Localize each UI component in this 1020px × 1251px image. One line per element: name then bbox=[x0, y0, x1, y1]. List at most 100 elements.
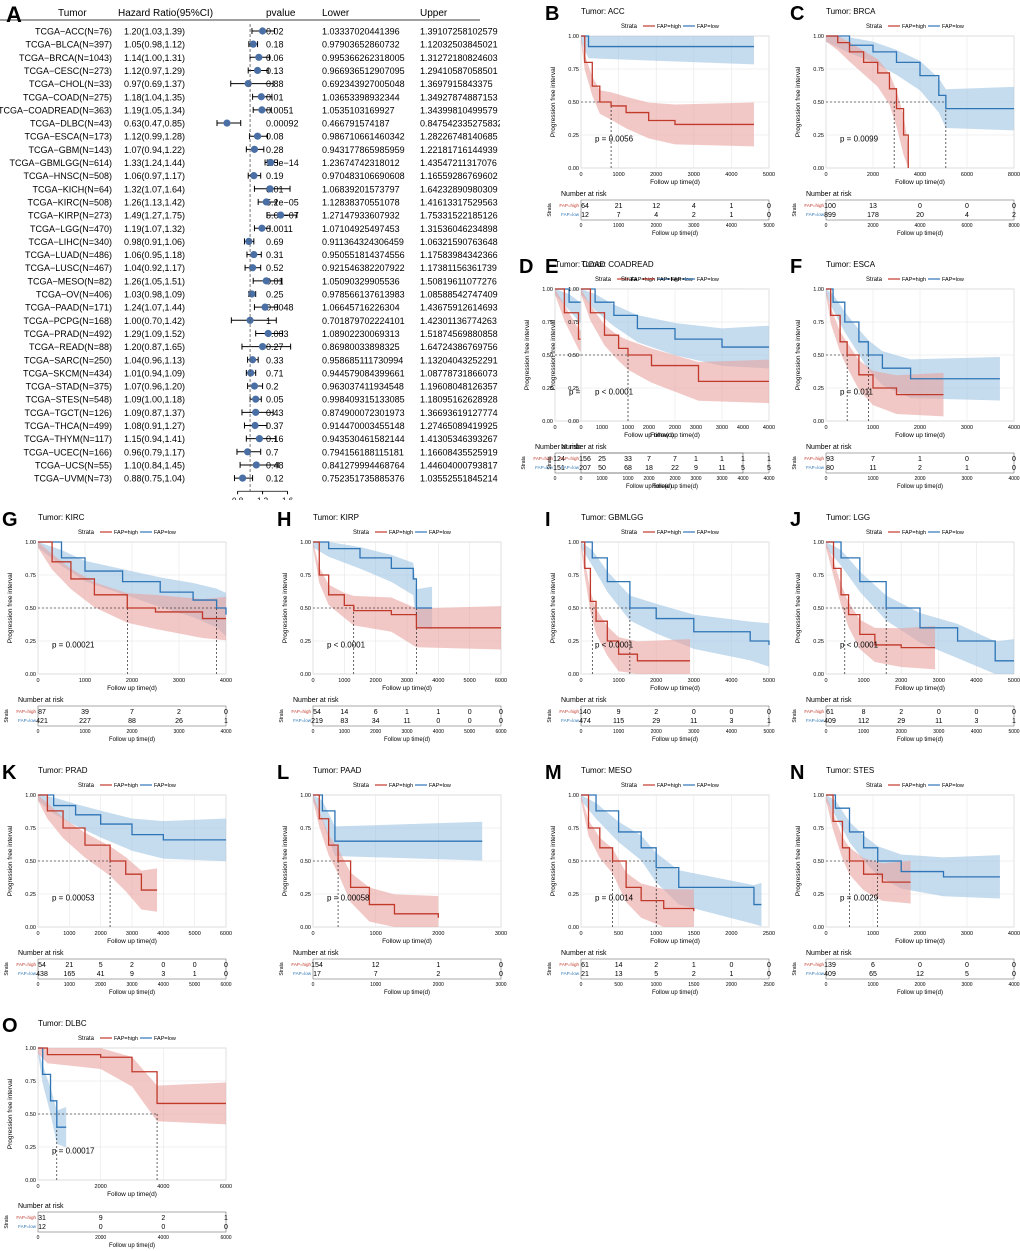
panel-label: H bbox=[277, 509, 291, 531]
risk-count-high: 0 bbox=[965, 456, 969, 463]
legend-high: FAP=high bbox=[631, 277, 655, 283]
risk-x-tick: 8000 bbox=[1008, 223, 1019, 229]
risk-x-tick: 6000 bbox=[495, 729, 506, 735]
hr-point bbox=[262, 198, 270, 206]
risk-row-high-label: FAP=high bbox=[804, 962, 824, 967]
risk-count-low: 26 bbox=[175, 718, 183, 725]
hr-point bbox=[223, 119, 231, 127]
risk-count-low: 3 bbox=[974, 718, 978, 725]
risk-x-tick: 2000 bbox=[867, 223, 878, 229]
risk-x-tick: 4000 bbox=[726, 223, 737, 229]
x-tick-label: 0 bbox=[36, 678, 39, 684]
y-tick-label: 1.00 bbox=[568, 34, 579, 40]
high-confidence-band bbox=[38, 1048, 226, 1125]
row-tumor: TCGA−BRCA(N=1043) bbox=[19, 53, 112, 63]
x-tick-label: 3000 bbox=[173, 678, 185, 684]
risk-x-tick: 3000 bbox=[961, 982, 972, 988]
panel-label: I bbox=[545, 509, 551, 531]
row-hrci: 1.20(0.87,1.65) bbox=[124, 342, 185, 352]
hr-point bbox=[252, 408, 260, 416]
risk-count-high: 54 bbox=[313, 709, 321, 716]
row-tumor: TCGA−PRAD(N=492) bbox=[24, 329, 112, 339]
risk-row-low-label: FAP=low bbox=[18, 718, 37, 723]
hr-point bbox=[238, 474, 247, 482]
p-value: p = 0.00021 bbox=[52, 641, 95, 650]
header-tumor: Tumor bbox=[58, 8, 87, 19]
y-tick-label: 0.75 bbox=[300, 826, 311, 832]
x-tick-label: 6000 bbox=[961, 172, 973, 178]
high-confidence-band bbox=[38, 795, 158, 912]
risk-table bbox=[580, 199, 770, 221]
row-pvalue: 0.0011 bbox=[266, 224, 293, 234]
risk-count-low: 1 bbox=[224, 718, 228, 725]
y-tick-label: 0.00 bbox=[25, 672, 36, 678]
row-hrci: 1.18(1.04,1.35) bbox=[124, 92, 185, 102]
risk-count-low: 29 bbox=[652, 718, 660, 725]
row-hrci: 1.06(0.95,1.18) bbox=[124, 250, 185, 260]
x-tick-label: 0 bbox=[553, 425, 556, 431]
y-tick-label: 0.75 bbox=[25, 1079, 36, 1085]
risk-row-low-label: FAP=low bbox=[806, 718, 825, 723]
row-tumor: TCGA−BLCA(N=397) bbox=[25, 40, 112, 50]
km-curve-high bbox=[581, 541, 691, 662]
risk-count-high: 14 bbox=[615, 962, 623, 969]
risk-row-low-label: FAP=low bbox=[561, 465, 580, 470]
risk-count-low: 41 bbox=[97, 971, 105, 978]
risk-x-tick: 1000 bbox=[858, 729, 869, 735]
tumor-title: Tumor: STES bbox=[826, 766, 874, 775]
x-tick-label: 4000 bbox=[970, 678, 982, 684]
legend-high: FAP=high bbox=[114, 1036, 138, 1042]
x-tick-label: 0 bbox=[579, 931, 582, 937]
y-tick-label: 0.25 bbox=[813, 386, 824, 392]
risk-strata-label: Strata bbox=[547, 456, 553, 470]
y-tick-label: 0.25 bbox=[300, 892, 311, 898]
risk-x-tick: 3000 bbox=[688, 223, 699, 229]
risk-count-high: 7 bbox=[673, 456, 677, 463]
row-hrci: 1.04(0.96,1.13) bbox=[124, 355, 185, 365]
x-tick-label: 1000 bbox=[79, 678, 91, 684]
panel-label: B bbox=[545, 3, 559, 25]
risk-x-tick: 3000 bbox=[690, 476, 701, 482]
row-lower: 0.794156188115181 bbox=[322, 447, 404, 457]
risk-count-high: 0 bbox=[918, 203, 922, 210]
hr-point bbox=[245, 237, 253, 245]
y-axis-label: Progression free interval bbox=[524, 319, 531, 390]
risk-strata-label: Strata bbox=[279, 709, 285, 723]
row-pvalue: 0.01 bbox=[266, 92, 284, 102]
row-lower: 0.986710661460342 bbox=[322, 132, 405, 142]
km-curve-low bbox=[581, 541, 770, 645]
risk-count-high: 139 bbox=[824, 962, 836, 969]
row-upper: 1.31536046234898 bbox=[420, 224, 498, 234]
y-tick-label: 0.75 bbox=[542, 320, 553, 326]
risk-count-high: 6 bbox=[374, 709, 378, 716]
x-tick-label: 2000 bbox=[895, 678, 907, 684]
x-tick-label: 1000 bbox=[867, 425, 879, 431]
risk-count-low: 2 bbox=[436, 971, 440, 978]
x-tick-label: 1.2 bbox=[257, 496, 269, 500]
x-tick-label: 2000 bbox=[669, 425, 681, 431]
y-axis-label: Progression free interval bbox=[282, 825, 289, 896]
high-confidence-band bbox=[826, 542, 936, 670]
legend-low: FAP=low bbox=[942, 277, 964, 283]
risk-x-tick: 4000 bbox=[433, 729, 444, 735]
km-curve-high bbox=[826, 541, 936, 649]
legend-low: FAP=low bbox=[942, 530, 964, 536]
risk-count-high: 0 bbox=[161, 962, 165, 969]
x-tick-label: 0 bbox=[824, 678, 827, 684]
row-tumor: TCGA−COADREAD(N=363) bbox=[0, 105, 112, 115]
row-lower: 0.995366262318005 bbox=[322, 53, 405, 63]
risk-count-high: 0 bbox=[974, 709, 978, 716]
row-tumor: TCGA−STES(N=548) bbox=[25, 395, 112, 405]
y-tick-label: 0.75 bbox=[813, 573, 824, 579]
risk-count-low: 219 bbox=[311, 718, 323, 725]
y-tick-label: 0.50 bbox=[568, 606, 579, 612]
x-tick-label: 0 bbox=[824, 172, 827, 178]
row-upper: 1.44604000793817 bbox=[420, 460, 498, 470]
risk-x-tick: 4000 bbox=[763, 476, 774, 482]
header-lower: Lower bbox=[322, 8, 350, 19]
risk-count-low: 0 bbox=[224, 971, 228, 978]
risk-count-low: 2 bbox=[918, 465, 922, 472]
panel-label: C bbox=[790, 3, 804, 25]
y-tick-label: 0.25 bbox=[568, 133, 579, 139]
risk-x-tick: 1000 bbox=[622, 476, 633, 482]
